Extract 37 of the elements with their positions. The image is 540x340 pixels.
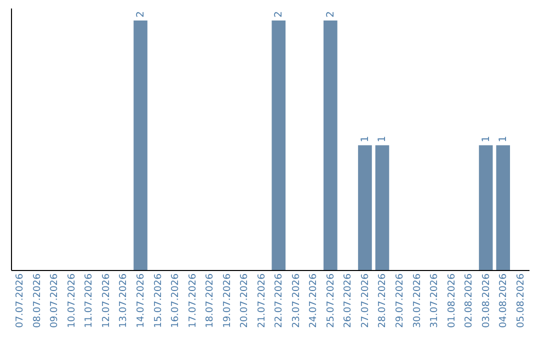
data-label: 1	[360, 136, 371, 142]
x-tick-label: 14.07.2026	[136, 274, 146, 328]
x-tick-label: 19.07.2026	[222, 274, 233, 328]
x-tick-label: 18.07.2026	[204, 274, 216, 328]
x-tick-label: 27.07.2026	[360, 274, 371, 328]
x-tick-label: 13.07.2026	[118, 274, 130, 328]
x-tick-label: 16.07.2026	[170, 274, 182, 328]
x-tick-label: 09.07.2026	[49, 274, 60, 328]
data-label: 1	[377, 136, 388, 142]
x-tick-label: 28.07.2026	[377, 274, 388, 328]
x-tick-label: 22.07.2026	[274, 274, 285, 328]
x-tick-label: 15.07.2026	[152, 274, 164, 328]
x-tick-label: 23.07.2026	[290, 274, 302, 328]
x-tick-label: 30.07.2026	[412, 274, 423, 328]
x-tick-label: 20.07.2026	[239, 274, 250, 328]
data-label: 1	[480, 136, 492, 142]
data-label: 2	[325, 11, 336, 18]
x-tick-label: 04.08.2026	[498, 274, 510, 328]
x-tick-label: 17.07.2026	[187, 274, 198, 328]
data-label: 1	[498, 136, 510, 142]
x-tick-label: 29.07.2026	[394, 274, 406, 328]
x-tick-label: 08.07.2026	[32, 274, 43, 328]
x-tick-label: 26.07.2026	[342, 274, 354, 328]
x-tick-label: 02.08.2026	[464, 274, 475, 328]
data-label: 2	[274, 11, 285, 18]
x-tick-label: 10.07.2026	[66, 274, 78, 328]
x-tick-label: 25.07.2026	[325, 274, 336, 328]
x-tick-label: 24.07.2026	[308, 274, 320, 328]
x-tick-label: 31.07.2026	[429, 274, 440, 328]
x-tick-label: 11.07.2026	[84, 274, 95, 328]
x-tick-label: 07.07.2026	[14, 274, 26, 328]
data-label: 2	[136, 11, 146, 18]
x-tick-label: 05.08.2026	[515, 274, 526, 328]
x-tick-label: 12.07.2026	[100, 274, 112, 328]
x-tick-label: 21.07.2026	[256, 274, 268, 328]
x-tick-label: 03.08.2026	[480, 274, 492, 328]
x-tick-label: 01.08.2026	[446, 274, 458, 328]
